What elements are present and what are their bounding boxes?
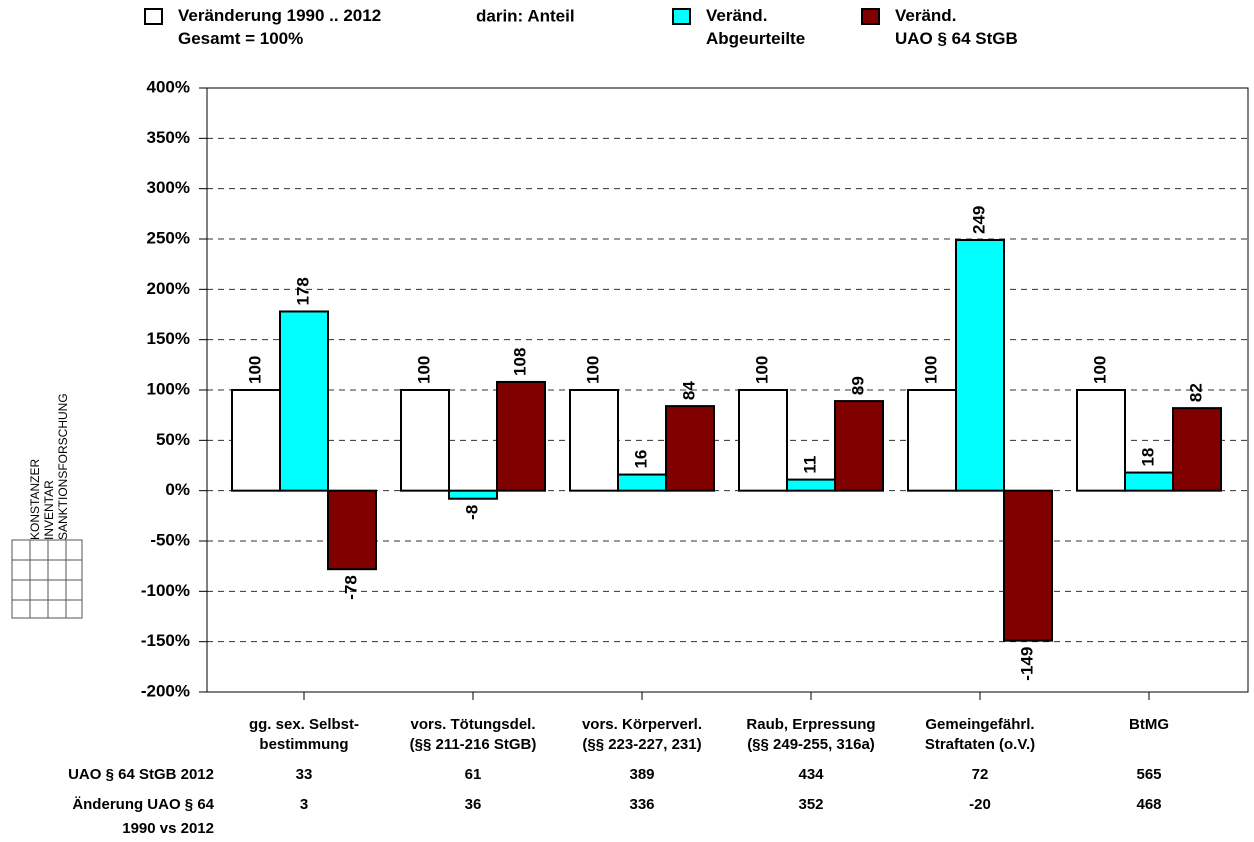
- data-label: 100: [752, 356, 771, 384]
- table-cell: -20: [969, 796, 991, 813]
- y-tick-label: 150%: [147, 329, 190, 348]
- legend-swatch: [861, 8, 880, 25]
- bar: [231, 389, 281, 492]
- data-label: 100: [414, 356, 433, 384]
- legend-swatch: [144, 8, 163, 25]
- bar: [1003, 489, 1053, 642]
- data-label: 89: [848, 376, 867, 395]
- bar: [327, 489, 377, 571]
- data-label: 100: [921, 356, 940, 384]
- data-label: 100: [583, 356, 602, 384]
- x-tick-label: Gemeingefährl. Straftaten (o.V.): [925, 716, 1035, 753]
- y-tick-label: -150%: [141, 631, 190, 650]
- table-cell: 468: [1136, 796, 1161, 813]
- y-tick-label: 0%: [165, 480, 190, 499]
- plot-frame: [206, 87, 1249, 693]
- table-cell: 3: [300, 796, 308, 813]
- y-tick-label: 400%: [147, 77, 190, 96]
- bar: [907, 389, 957, 492]
- x-tick-label: Raub, Erpressung (§§ 249-255, 316a): [746, 716, 875, 753]
- bar: [569, 389, 619, 492]
- table-cell: 61: [465, 766, 482, 783]
- table-cell: 33: [296, 766, 313, 783]
- y-tick-label: -50%: [150, 530, 190, 549]
- data-label: 84: [679, 381, 698, 400]
- data-label: 100: [1090, 356, 1109, 384]
- x-tick-label: vors. Tötungsdel. (§§ 211-216 StGB): [410, 716, 537, 753]
- y-tick-label: 300%: [147, 178, 190, 197]
- legend-swatch: [672, 8, 691, 25]
- logo-text: KONSTANZER: [28, 459, 42, 540]
- x-tick-label: gg. sex. Selbst-bestimmung: [249, 716, 359, 753]
- y-tick-label: 50%: [156, 430, 190, 449]
- x-tick-label: BtMG: [1129, 716, 1169, 733]
- x-tick-label: vors. Körperverl. (§§ 223-227, 231): [582, 716, 702, 753]
- y-tick-label: -200%: [141, 681, 190, 700]
- table-cell: 72: [972, 766, 989, 783]
- data-label: 100: [245, 356, 264, 384]
- data-label: -8: [462, 505, 481, 520]
- data-label: -78: [341, 575, 360, 600]
- table-row-label: UAO § 64 StGB 2012: [68, 766, 214, 783]
- data-label: -149: [1017, 647, 1036, 681]
- y-tick-label: -100%: [141, 581, 190, 600]
- table-cell: 565: [1136, 766, 1161, 783]
- bar: [400, 389, 450, 492]
- table-cell: 389: [629, 766, 654, 783]
- bar: [279, 310, 329, 492]
- legend-label: Veränderung 1990 .. 2012 Gesamt = 100%: [178, 6, 381, 48]
- table-row-label: Änderung UAO § 64 1990 vs 2012: [72, 796, 214, 837]
- data-label: 82: [1186, 383, 1205, 402]
- bar: [1172, 407, 1222, 492]
- bar: [1076, 389, 1126, 492]
- data-label: 16: [631, 450, 650, 469]
- data-label: 178: [293, 277, 312, 305]
- bar: [955, 239, 1005, 492]
- bar: [665, 405, 715, 492]
- data-label: 108: [510, 348, 529, 376]
- logo-text: INVENTAR: [42, 480, 56, 540]
- table-cell: 352: [798, 796, 823, 813]
- y-tick-label: 100%: [147, 379, 190, 398]
- data-label: 18: [1138, 448, 1157, 467]
- bar: [834, 400, 884, 492]
- logo-text: SANKTIONSFORSCHUNG: [56, 393, 70, 540]
- y-tick-label: 350%: [147, 128, 190, 147]
- bar: [1124, 471, 1174, 492]
- bar: [786, 478, 836, 492]
- legend-note: darin: Anteil: [476, 6, 575, 25]
- legend-label: Veränd. Abgeurteilte: [706, 6, 805, 48]
- table-cell: 336: [629, 796, 654, 813]
- legend-label: Veränd. UAO § 64 StGB: [895, 6, 1018, 48]
- table-cell: 36: [465, 796, 482, 813]
- data-label: 11: [800, 456, 819, 474]
- logo-icon: [11, 539, 83, 619]
- bar: [738, 389, 788, 492]
- table-cell: 434: [798, 766, 824, 783]
- y-tick-label: 200%: [147, 279, 190, 298]
- bar: [448, 489, 498, 500]
- y-tick-label: 250%: [147, 228, 190, 247]
- bar: [496, 380, 546, 492]
- bar: [617, 473, 667, 492]
- data-label: 249: [969, 206, 988, 234]
